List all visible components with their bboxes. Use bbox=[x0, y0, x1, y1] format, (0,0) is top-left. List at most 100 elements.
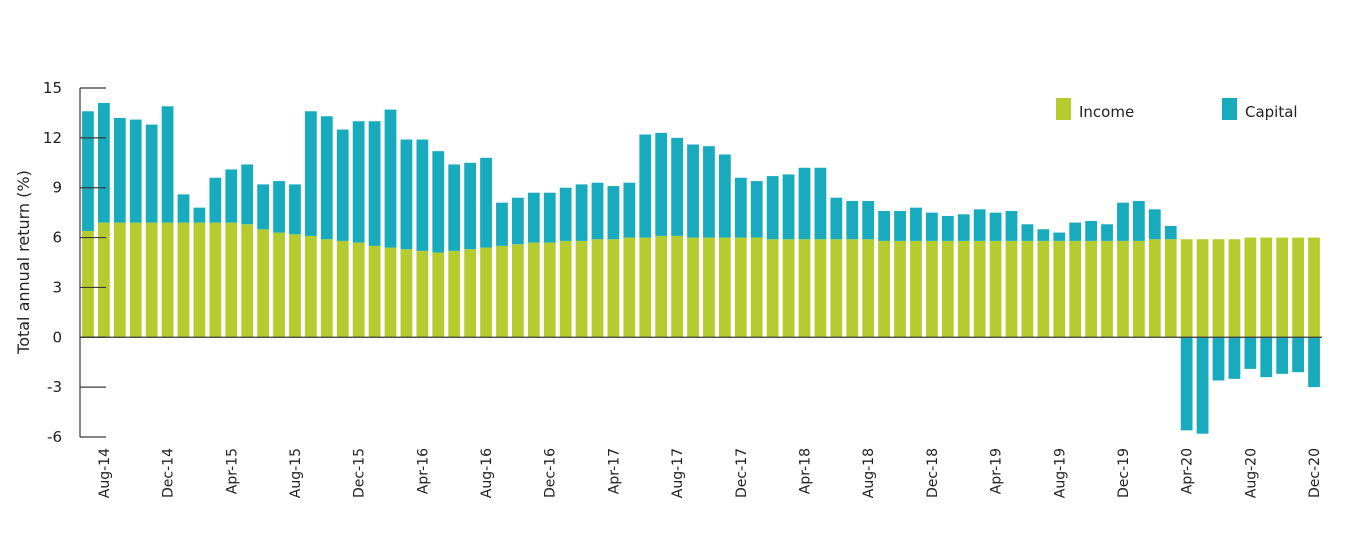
bar-income-Dec-20 bbox=[1308, 237, 1320, 338]
bar-capital-Sep-18 bbox=[878, 210, 891, 241]
x-tick-label-Dec-14: Dec-14 bbox=[161, 448, 177, 498]
bar-income-May-18 bbox=[814, 239, 827, 338]
x-tick-label-Aug-19: Aug-19 bbox=[1052, 448, 1068, 498]
bar-income-Jun-16 bbox=[448, 250, 461, 338]
x-tick-label-Dec-15: Dec-15 bbox=[352, 448, 368, 498]
bar-capital-Jan-19 bbox=[941, 215, 954, 241]
bar-capital-Dec-16 bbox=[543, 192, 556, 243]
bar-capital-Oct-17 bbox=[703, 146, 715, 238]
bar-capital-Oct-16 bbox=[511, 197, 524, 245]
legend-label-capital: Capital bbox=[1245, 103, 1298, 121]
bar-capital-Nov-19 bbox=[1101, 224, 1113, 241]
bar-income-Jan-20 bbox=[1132, 240, 1145, 338]
bar-income-Mar-17 bbox=[591, 239, 604, 338]
bar-capital-Dec-19 bbox=[1117, 202, 1129, 241]
bar-capital-Jul-18 bbox=[846, 201, 859, 240]
bar-income-Jun-17 bbox=[639, 237, 652, 338]
bar-income-Dec-14 bbox=[161, 222, 174, 338]
bar-capital-Jun-16 bbox=[448, 164, 461, 251]
bar-income-Feb-20 bbox=[1148, 239, 1161, 338]
bar-capital-Sep-20 bbox=[1260, 337, 1273, 378]
bar-income-Jun-20 bbox=[1212, 239, 1225, 338]
bar-capital-Apr-18 bbox=[798, 167, 811, 240]
bar-capital-Jun-19 bbox=[1021, 224, 1034, 241]
y-tick-label-0: 0 bbox=[52, 328, 62, 346]
bar-capital-Aug-15 bbox=[289, 184, 301, 235]
bar-capital-Dec-15 bbox=[352, 121, 365, 243]
x-tick-label-Aug-17: Aug-17 bbox=[670, 448, 686, 498]
bar-income-Feb-15 bbox=[193, 222, 206, 338]
bar-income-Sep-15 bbox=[304, 235, 317, 338]
bar-income-May-16 bbox=[432, 252, 445, 338]
bar-income-Mar-15 bbox=[209, 222, 222, 338]
x-tick-label-Apr-18: Apr-18 bbox=[798, 448, 814, 494]
bar-income-Apr-18 bbox=[798, 239, 811, 338]
bar-capital-May-18 bbox=[814, 167, 827, 240]
bar-capital-May-16 bbox=[432, 151, 445, 253]
bar-capital-Aug-16 bbox=[480, 157, 492, 248]
bar-capital-May-19 bbox=[1005, 210, 1018, 241]
bar-income-Mar-18 bbox=[782, 239, 795, 338]
bar-capital-Sep-16 bbox=[496, 202, 508, 246]
bar-capital-May-17 bbox=[623, 182, 636, 238]
bar-capital-Oct-14 bbox=[129, 119, 142, 223]
x-tick-label-Apr-16: Apr-16 bbox=[415, 448, 431, 494]
legend-label-income: Income bbox=[1079, 103, 1134, 121]
legend-swatch-income bbox=[1056, 98, 1071, 120]
bar-income-Dec-19 bbox=[1117, 240, 1129, 338]
bar-income-Oct-17 bbox=[703, 237, 715, 338]
bar-capital-Jan-15 bbox=[177, 194, 190, 223]
bar-income-Feb-16 bbox=[384, 247, 397, 338]
bar-income-Jan-19 bbox=[941, 240, 954, 338]
bar-capital-Feb-17 bbox=[575, 184, 588, 241]
bar-income-Dec-16 bbox=[543, 242, 556, 338]
x-tick-label-Aug-18: Aug-18 bbox=[861, 448, 877, 498]
bar-income-Oct-19 bbox=[1085, 240, 1098, 338]
bar-capital-Nov-20 bbox=[1292, 337, 1305, 373]
y-tick-label-15: 15 bbox=[43, 79, 62, 97]
bar-capital-Aug-17 bbox=[671, 137, 684, 236]
bar-income-Mar-19 bbox=[973, 240, 986, 338]
bar-income-Mar-20 bbox=[1164, 239, 1177, 338]
bar-income-May-15 bbox=[241, 224, 254, 338]
bar-income-Jan-17 bbox=[559, 240, 572, 338]
bar-capital-Oct-18 bbox=[894, 210, 906, 241]
bar-income-Aug-20 bbox=[1244, 237, 1257, 338]
bar-income-Sep-16 bbox=[496, 245, 508, 338]
bar-capital-Jun-17 bbox=[639, 134, 652, 238]
bar-capital-Mar-20 bbox=[1164, 225, 1177, 240]
bar-capital-Nov-16 bbox=[527, 192, 540, 243]
bar-capital-Nov-18 bbox=[910, 207, 922, 241]
bar-income-Aug-14 bbox=[97, 222, 110, 338]
bar-capital-Nov-14 bbox=[145, 124, 158, 223]
bar-capital-Oct-20 bbox=[1276, 337, 1289, 374]
x-tick-label-Dec-18: Dec-18 bbox=[925, 448, 941, 498]
bar-income-Oct-16 bbox=[511, 244, 524, 338]
bar-income-Nov-14 bbox=[145, 222, 158, 338]
bar-income-Jun-19 bbox=[1021, 240, 1034, 338]
bar-income-May-17 bbox=[623, 237, 636, 338]
bar-income-Apr-16 bbox=[416, 250, 429, 338]
bar-income-Jun-15 bbox=[257, 229, 270, 338]
bar-income-Nov-16 bbox=[527, 242, 540, 338]
bar-income-Jan-15 bbox=[177, 222, 190, 338]
bar-income-Aug-18 bbox=[862, 239, 875, 338]
bar-income-Dec-18 bbox=[925, 240, 938, 338]
bar-capital-Feb-18 bbox=[766, 176, 779, 240]
bar-capital-Mar-16 bbox=[400, 139, 413, 250]
bar-capital-Apr-17 bbox=[607, 186, 620, 240]
bar-capital-May-20 bbox=[1196, 337, 1209, 434]
bar-capital-Dec-18 bbox=[925, 212, 938, 241]
bar-capital-May-15 bbox=[241, 164, 254, 225]
bar-capital-Oct-15 bbox=[320, 116, 333, 240]
bar-capital-Nov-17 bbox=[718, 154, 731, 238]
x-tick-label-Dec-20: Dec-20 bbox=[1307, 448, 1323, 498]
bar-capital-Aug-19 bbox=[1053, 232, 1066, 241]
bar-capital-Aug-14 bbox=[97, 102, 110, 223]
bar-income-Apr-20 bbox=[1180, 239, 1193, 338]
bar-capital-Jul-16 bbox=[464, 162, 477, 250]
bar-capital-Apr-15 bbox=[225, 169, 238, 223]
bar-capital-Jul-19 bbox=[1037, 229, 1050, 241]
